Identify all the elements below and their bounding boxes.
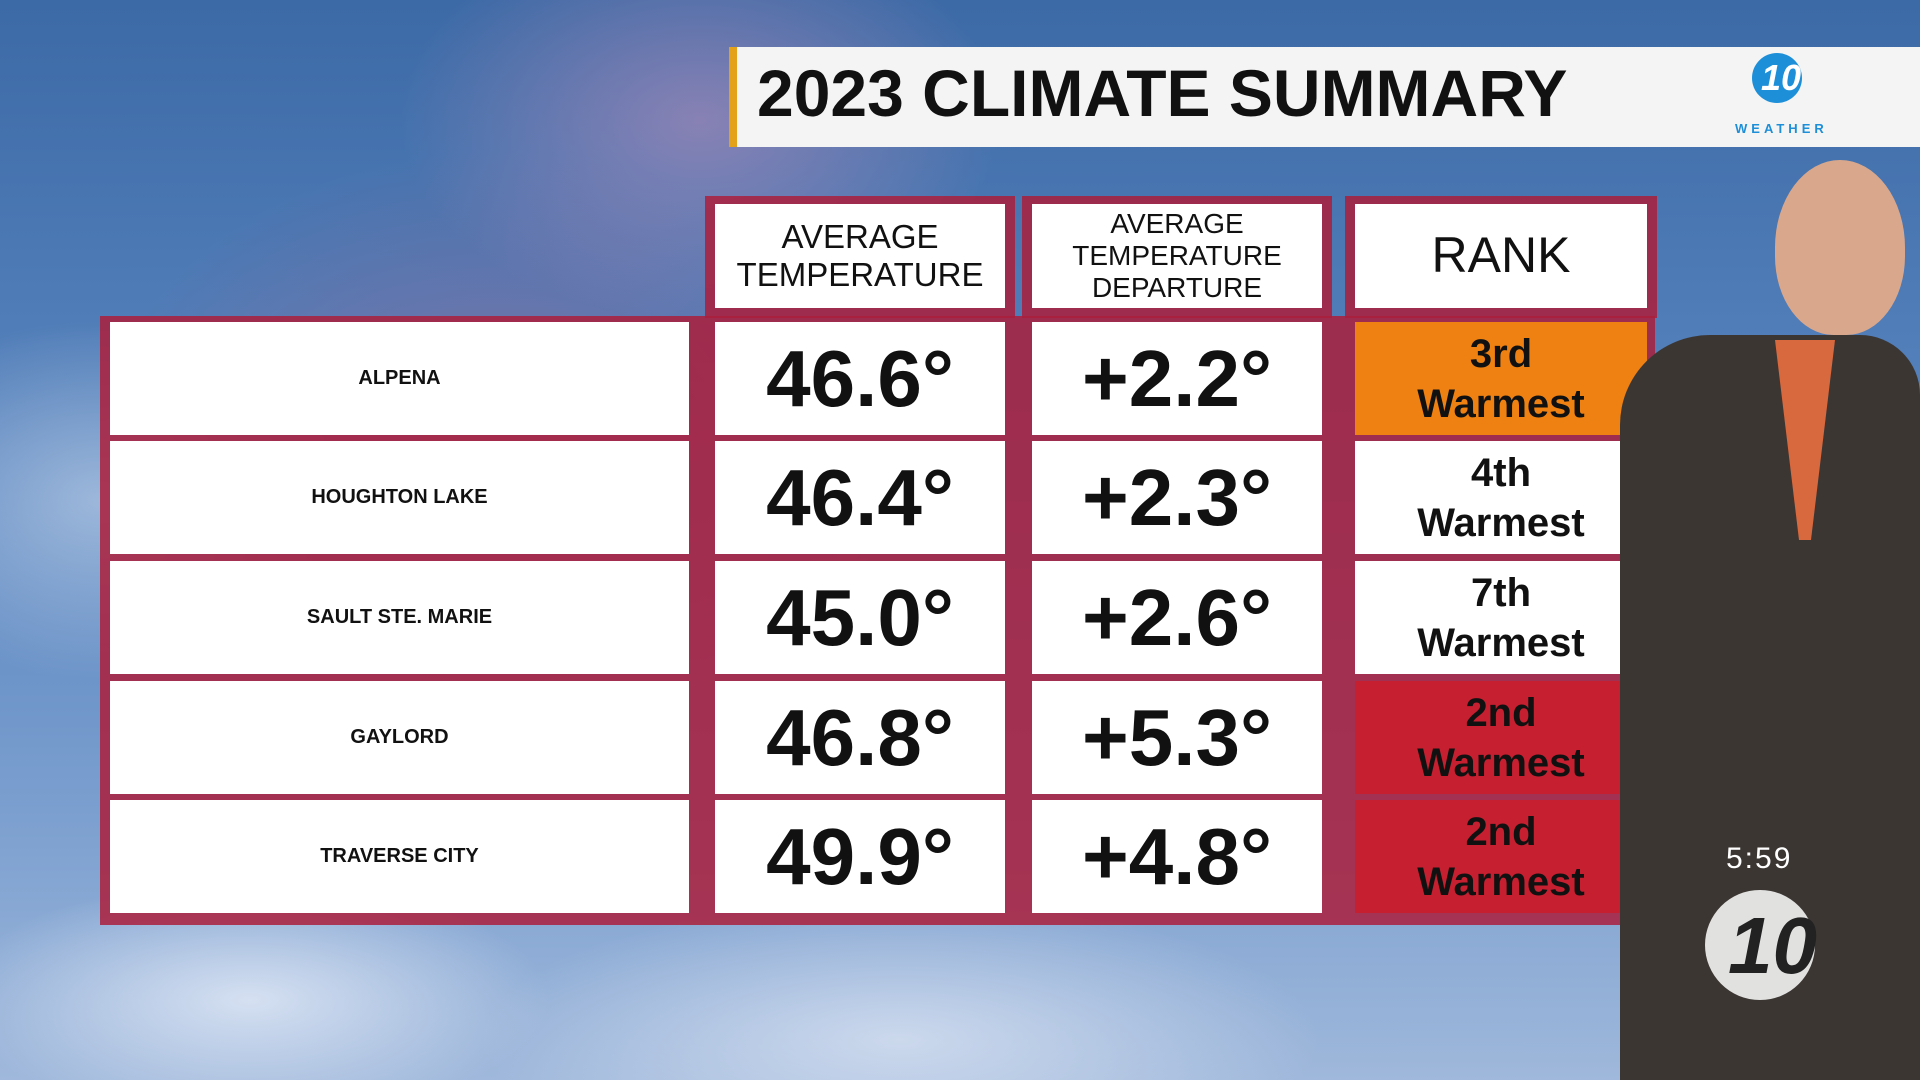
presenter-head xyxy=(1775,160,1905,335)
rank: 3rd Warmest xyxy=(1355,322,1647,435)
title: 2023 CLIMATE SUMMARY xyxy=(757,56,1568,130)
column-header: RANK xyxy=(1355,204,1647,308)
logo-circle xyxy=(1752,53,1802,103)
rank-text: 2nd Warmest xyxy=(1417,690,1585,785)
average-temperature: 46.8° xyxy=(715,681,1005,794)
average-temperature: 49.9° xyxy=(715,800,1005,913)
station-name: HOUGHTON LAKE xyxy=(110,441,689,554)
rank: 2nd Warmest xyxy=(1355,681,1647,794)
rank: 2nd Warmest xyxy=(1355,800,1647,913)
station-name: TRAVERSE CITY xyxy=(110,800,689,913)
column-header: AVERAGE TEMPERATURE DEPARTURE xyxy=(1032,204,1322,308)
column-header: AVERAGE TEMPERATURE xyxy=(715,204,1005,308)
clock: 5:59 xyxy=(1726,842,1793,875)
rank-text: 4th Warmest xyxy=(1417,450,1585,545)
average-temperature: 46.6° xyxy=(715,322,1005,435)
station-name: SAULT STE. MARIE xyxy=(110,561,689,674)
logo-caption: WEATHER xyxy=(1735,121,1828,136)
average-temperature: 45.0° xyxy=(715,561,1005,674)
temperature-departure: +2.2° xyxy=(1032,322,1322,435)
logo: 10 xyxy=(1747,53,1817,113)
station-name: ALPENA xyxy=(110,322,689,435)
bug-circle xyxy=(1705,890,1815,1000)
rank: 7th Warmest xyxy=(1355,561,1647,674)
bug: 10 xyxy=(1728,901,1817,990)
rank-text: 2nd Warmest xyxy=(1417,809,1585,904)
temperature-departure: +2.3° xyxy=(1032,441,1322,554)
temperature-departure: +2.6° xyxy=(1032,561,1322,674)
average-temperature: 46.4° xyxy=(715,441,1005,554)
rank-text: 3rd Warmest xyxy=(1417,331,1585,426)
station-name: GAYLORD xyxy=(110,681,689,794)
temperature-departure: +5.3° xyxy=(1032,681,1322,794)
rank-text: 7th Warmest xyxy=(1417,570,1585,665)
temperature-departure: +4.8° xyxy=(1032,800,1322,913)
rank: 4th Warmest xyxy=(1355,441,1647,554)
logo-number: 10 xyxy=(1761,57,1802,98)
title-bar: 2023 CLIMATE SUMMARY 10 WEATHER xyxy=(729,47,1920,147)
